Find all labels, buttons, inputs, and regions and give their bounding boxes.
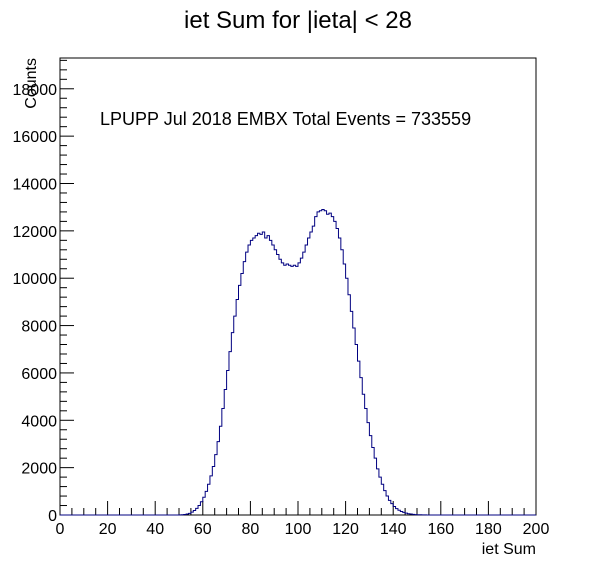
total-events-annotation: LPUPP Jul 2018 EMBX Total Events = 73355…	[100, 109, 471, 129]
x-tick-label: 140	[380, 521, 407, 538]
x-tick-label: 200	[523, 521, 550, 538]
y-tick-label: 18000	[13, 82, 58, 99]
x-axis: 0 20 40 60 80 100 120 140 160 180 200	[56, 501, 550, 538]
y-tick-label: 2000	[21, 461, 57, 478]
x-tick-label: 40	[146, 521, 164, 538]
y-tick-label: 10000	[13, 271, 58, 288]
histogram-line	[60, 209, 536, 516]
chart-title: iet Sum for |ieta| < 28	[184, 7, 412, 34]
y-tick-label: 16000	[13, 129, 58, 146]
x-axis-label: iet Sum	[482, 541, 536, 558]
x-tick-label: 180	[475, 521, 502, 538]
y-tick-label: 6000	[21, 366, 57, 383]
y-axis-label: Counts	[23, 58, 40, 109]
x-tick-label: 60	[194, 521, 212, 538]
x-tick-label: 0	[56, 521, 65, 538]
x-tick-label: 20	[99, 521, 117, 538]
y-tick-label: 4000	[21, 413, 57, 430]
x-tick-label: 120	[332, 521, 359, 538]
y-tick-label: 0	[48, 508, 57, 525]
y-axis: 0 2000 4000 6000 8000 10000 12000 14000 16000 180…	[13, 59, 74, 525]
x-tick-label: 160	[427, 521, 454, 538]
y-tick-label: 14000	[13, 176, 58, 193]
x-tick-label: 100	[285, 521, 312, 538]
x-tick-label: 80	[242, 521, 260, 538]
y-tick-label: 8000	[21, 319, 57, 336]
y-tick-label: 12000	[13, 224, 58, 241]
